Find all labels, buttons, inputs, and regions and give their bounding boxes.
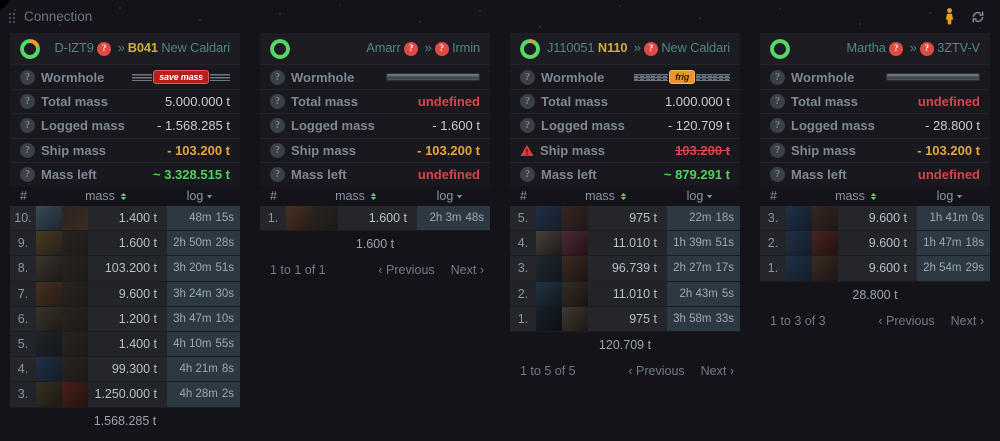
svg-text:!: ! <box>526 148 529 157</box>
